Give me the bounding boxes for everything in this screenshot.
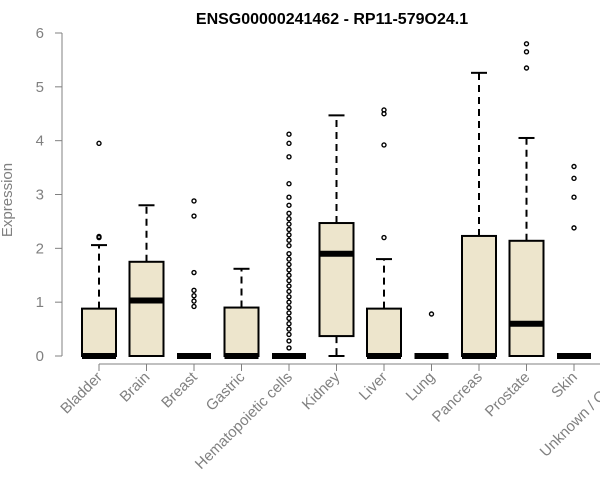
outlier-point — [571, 225, 577, 231]
box-group-7 — [414, 311, 449, 359]
outlier-point — [191, 213, 197, 219]
y-tick-label-2: 2 — [36, 240, 44, 257]
outlier-point — [286, 299, 292, 305]
outlier-point — [191, 269, 197, 276]
box — [223, 306, 260, 357]
x-tick-label-2: Breast — [158, 368, 201, 411]
outlier-point — [286, 345, 292, 351]
outlier-point — [381, 107, 387, 113]
box-group-1 — [128, 204, 165, 357]
outlier-point — [191, 198, 197, 204]
outlier-point — [286, 304, 292, 311]
x-tick-label-0: Bladder — [57, 369, 106, 418]
outlier-point — [286, 210, 292, 217]
outlier-point — [286, 242, 292, 249]
outlier-point — [523, 41, 530, 47]
outlier-point — [381, 142, 387, 148]
outlier-point — [286, 277, 292, 284]
outlier-point — [286, 221, 292, 227]
box-group-10 — [557, 163, 591, 359]
box-group-8 — [461, 71, 497, 359]
outlier-point — [96, 140, 102, 147]
outlier-point — [191, 303, 197, 310]
box — [366, 307, 402, 358]
box — [508, 239, 545, 357]
y-axis: 0 1 2 3 4 5 6 — [36, 25, 63, 365]
outlier-point — [286, 267, 292, 273]
outlier-point — [286, 310, 292, 316]
outlier-point — [286, 288, 292, 295]
outlier-point — [571, 175, 577, 182]
outlier-point — [96, 233, 102, 240]
outlier-point — [191, 298, 197, 304]
outlier-point — [191, 287, 197, 294]
box — [461, 234, 497, 357]
box — [318, 222, 355, 338]
box-group-4 — [272, 131, 306, 359]
box-group-5 — [318, 114, 355, 357]
outlier-point — [286, 226, 292, 233]
outlier-point — [286, 232, 292, 238]
y-tick-label-5: 5 — [36, 79, 44, 96]
x-tick-label-8: Pancreas — [429, 369, 486, 426]
box — [81, 307, 117, 358]
y-tick-label-6: 6 — [36, 25, 44, 42]
x-tick-label-10: Skin — [548, 369, 581, 402]
x-tick-label-1: Brain — [117, 369, 154, 406]
outlier-point — [286, 194, 292, 200]
box-group-9 — [508, 41, 545, 357]
outlier-point — [571, 194, 577, 200]
outlier-point — [286, 131, 292, 137]
outlier-point — [286, 237, 292, 243]
outlier-point — [286, 181, 292, 187]
outlier-point — [286, 202, 292, 208]
box — [128, 260, 165, 357]
x-tick-label-3: Gastric — [203, 368, 249, 414]
outlier-point — [286, 140, 292, 147]
outlier-point — [286, 256, 292, 262]
y-tick-label-1: 1 — [36, 294, 44, 311]
outlier-point — [286, 216, 292, 222]
box-group-2 — [177, 198, 211, 359]
outlier-point — [286, 251, 292, 257]
boxes-layer — [81, 41, 591, 359]
outlier-point — [286, 272, 292, 278]
outlier-point — [286, 315, 292, 322]
x-tick-label-7: Lung — [403, 369, 439, 405]
outlier-point — [428, 311, 435, 317]
outlier-point — [286, 294, 292, 300]
box-group-6 — [366, 107, 402, 359]
outlier-point — [523, 65, 530, 71]
outlier-point — [286, 338, 292, 344]
y-tick-label-0: 0 — [36, 348, 44, 365]
box-group-3 — [223, 267, 260, 359]
outlier-point — [286, 154, 292, 160]
outlier-point — [571, 163, 577, 170]
x-tick-label-5: Kidney — [299, 368, 344, 413]
box-group-0 — [81, 140, 117, 359]
outlier-point — [381, 234, 387, 241]
y-tick-label-3: 3 — [36, 187, 44, 204]
x-tick-label-9: Prostate — [482, 369, 534, 421]
x-tick-label-6: Liver — [356, 369, 391, 404]
outlier-point — [286, 261, 292, 268]
chart-title: ENSG00000241462 - RP11-579O24.1 — [196, 11, 468, 28]
outlier-point — [191, 293, 197, 299]
outlier-point — [286, 326, 292, 332]
outlier-point — [523, 49, 530, 55]
outlier-point — [286, 321, 292, 327]
outlier-point — [286, 283, 292, 289]
outlier-point — [286, 331, 292, 338]
y-axis-label: Expression — [0, 163, 16, 237]
y-tick-label-4: 4 — [36, 133, 44, 150]
